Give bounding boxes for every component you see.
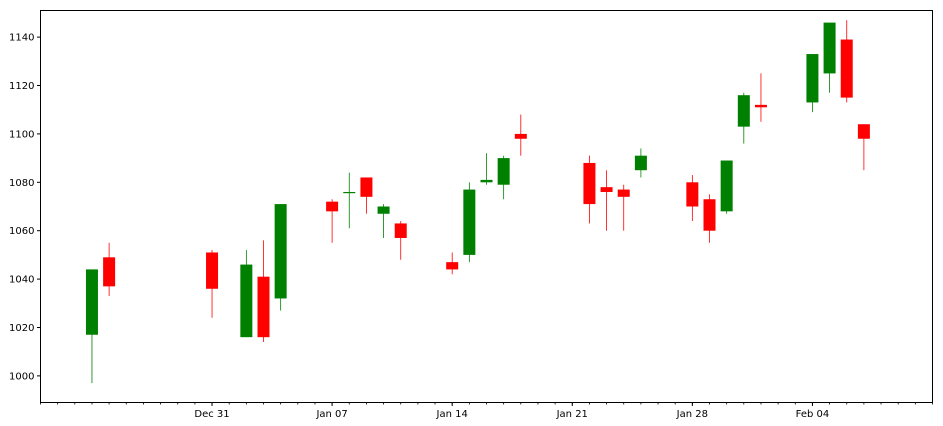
candle-body xyxy=(326,201,339,212)
candle-body xyxy=(703,199,716,231)
candle-body xyxy=(720,160,733,212)
candle-body xyxy=(446,262,459,270)
candle-body xyxy=(103,257,116,287)
x-tick-label: Dec 31 xyxy=(194,409,229,420)
candle-body xyxy=(394,223,407,238)
y-tick-label: 1060 xyxy=(9,226,34,237)
candle-body xyxy=(274,204,287,299)
candle-body xyxy=(343,191,356,194)
candle-body xyxy=(463,189,476,255)
candle-body xyxy=(85,269,98,335)
x-tick-label: Jan 28 xyxy=(676,409,708,420)
candle-body xyxy=(840,39,853,98)
x-tick-label: Feb 04 xyxy=(796,409,830,420)
x-tick-label: Jan 21 xyxy=(556,409,588,420)
candle-body xyxy=(514,133,527,139)
candle-body xyxy=(686,182,699,207)
plot-frame xyxy=(40,10,933,403)
candle-body xyxy=(754,104,767,108)
candle-body xyxy=(360,177,373,197)
candle-body xyxy=(823,22,836,74)
y-tick-label: 1140 xyxy=(9,33,34,44)
candle-body xyxy=(634,155,647,171)
y-axis: 1000 1020 1040 1060 1080 1100 1120 1140 xyxy=(9,33,41,382)
candles-group xyxy=(85,20,870,384)
candle-body xyxy=(857,124,870,139)
candle-body xyxy=(206,252,219,289)
candle-body xyxy=(617,189,630,197)
x-axis: Dec 31 Jan 07 Jan 14 Jan 21 Jan 28 Feb 04 xyxy=(40,402,933,420)
candle-body xyxy=(497,158,510,185)
y-tick-label: 1080 xyxy=(9,178,34,189)
candle-body xyxy=(737,95,750,127)
candle-body xyxy=(806,54,819,103)
y-tick-label: 1040 xyxy=(9,275,34,286)
y-tick-label: 1020 xyxy=(9,323,34,334)
y-tick-label: 1100 xyxy=(9,129,34,140)
candle-body xyxy=(377,206,390,214)
candle-body xyxy=(480,179,493,183)
x-tick-label: Jan 07 xyxy=(315,409,347,420)
y-tick-label: 1120 xyxy=(9,81,34,92)
candle-body xyxy=(583,162,596,205)
candle-body xyxy=(600,187,613,192)
y-tick-label: 1000 xyxy=(9,371,34,382)
candle-body xyxy=(257,276,270,338)
x-tick-label: Jan 14 xyxy=(436,409,468,420)
candle-body xyxy=(240,264,253,338)
